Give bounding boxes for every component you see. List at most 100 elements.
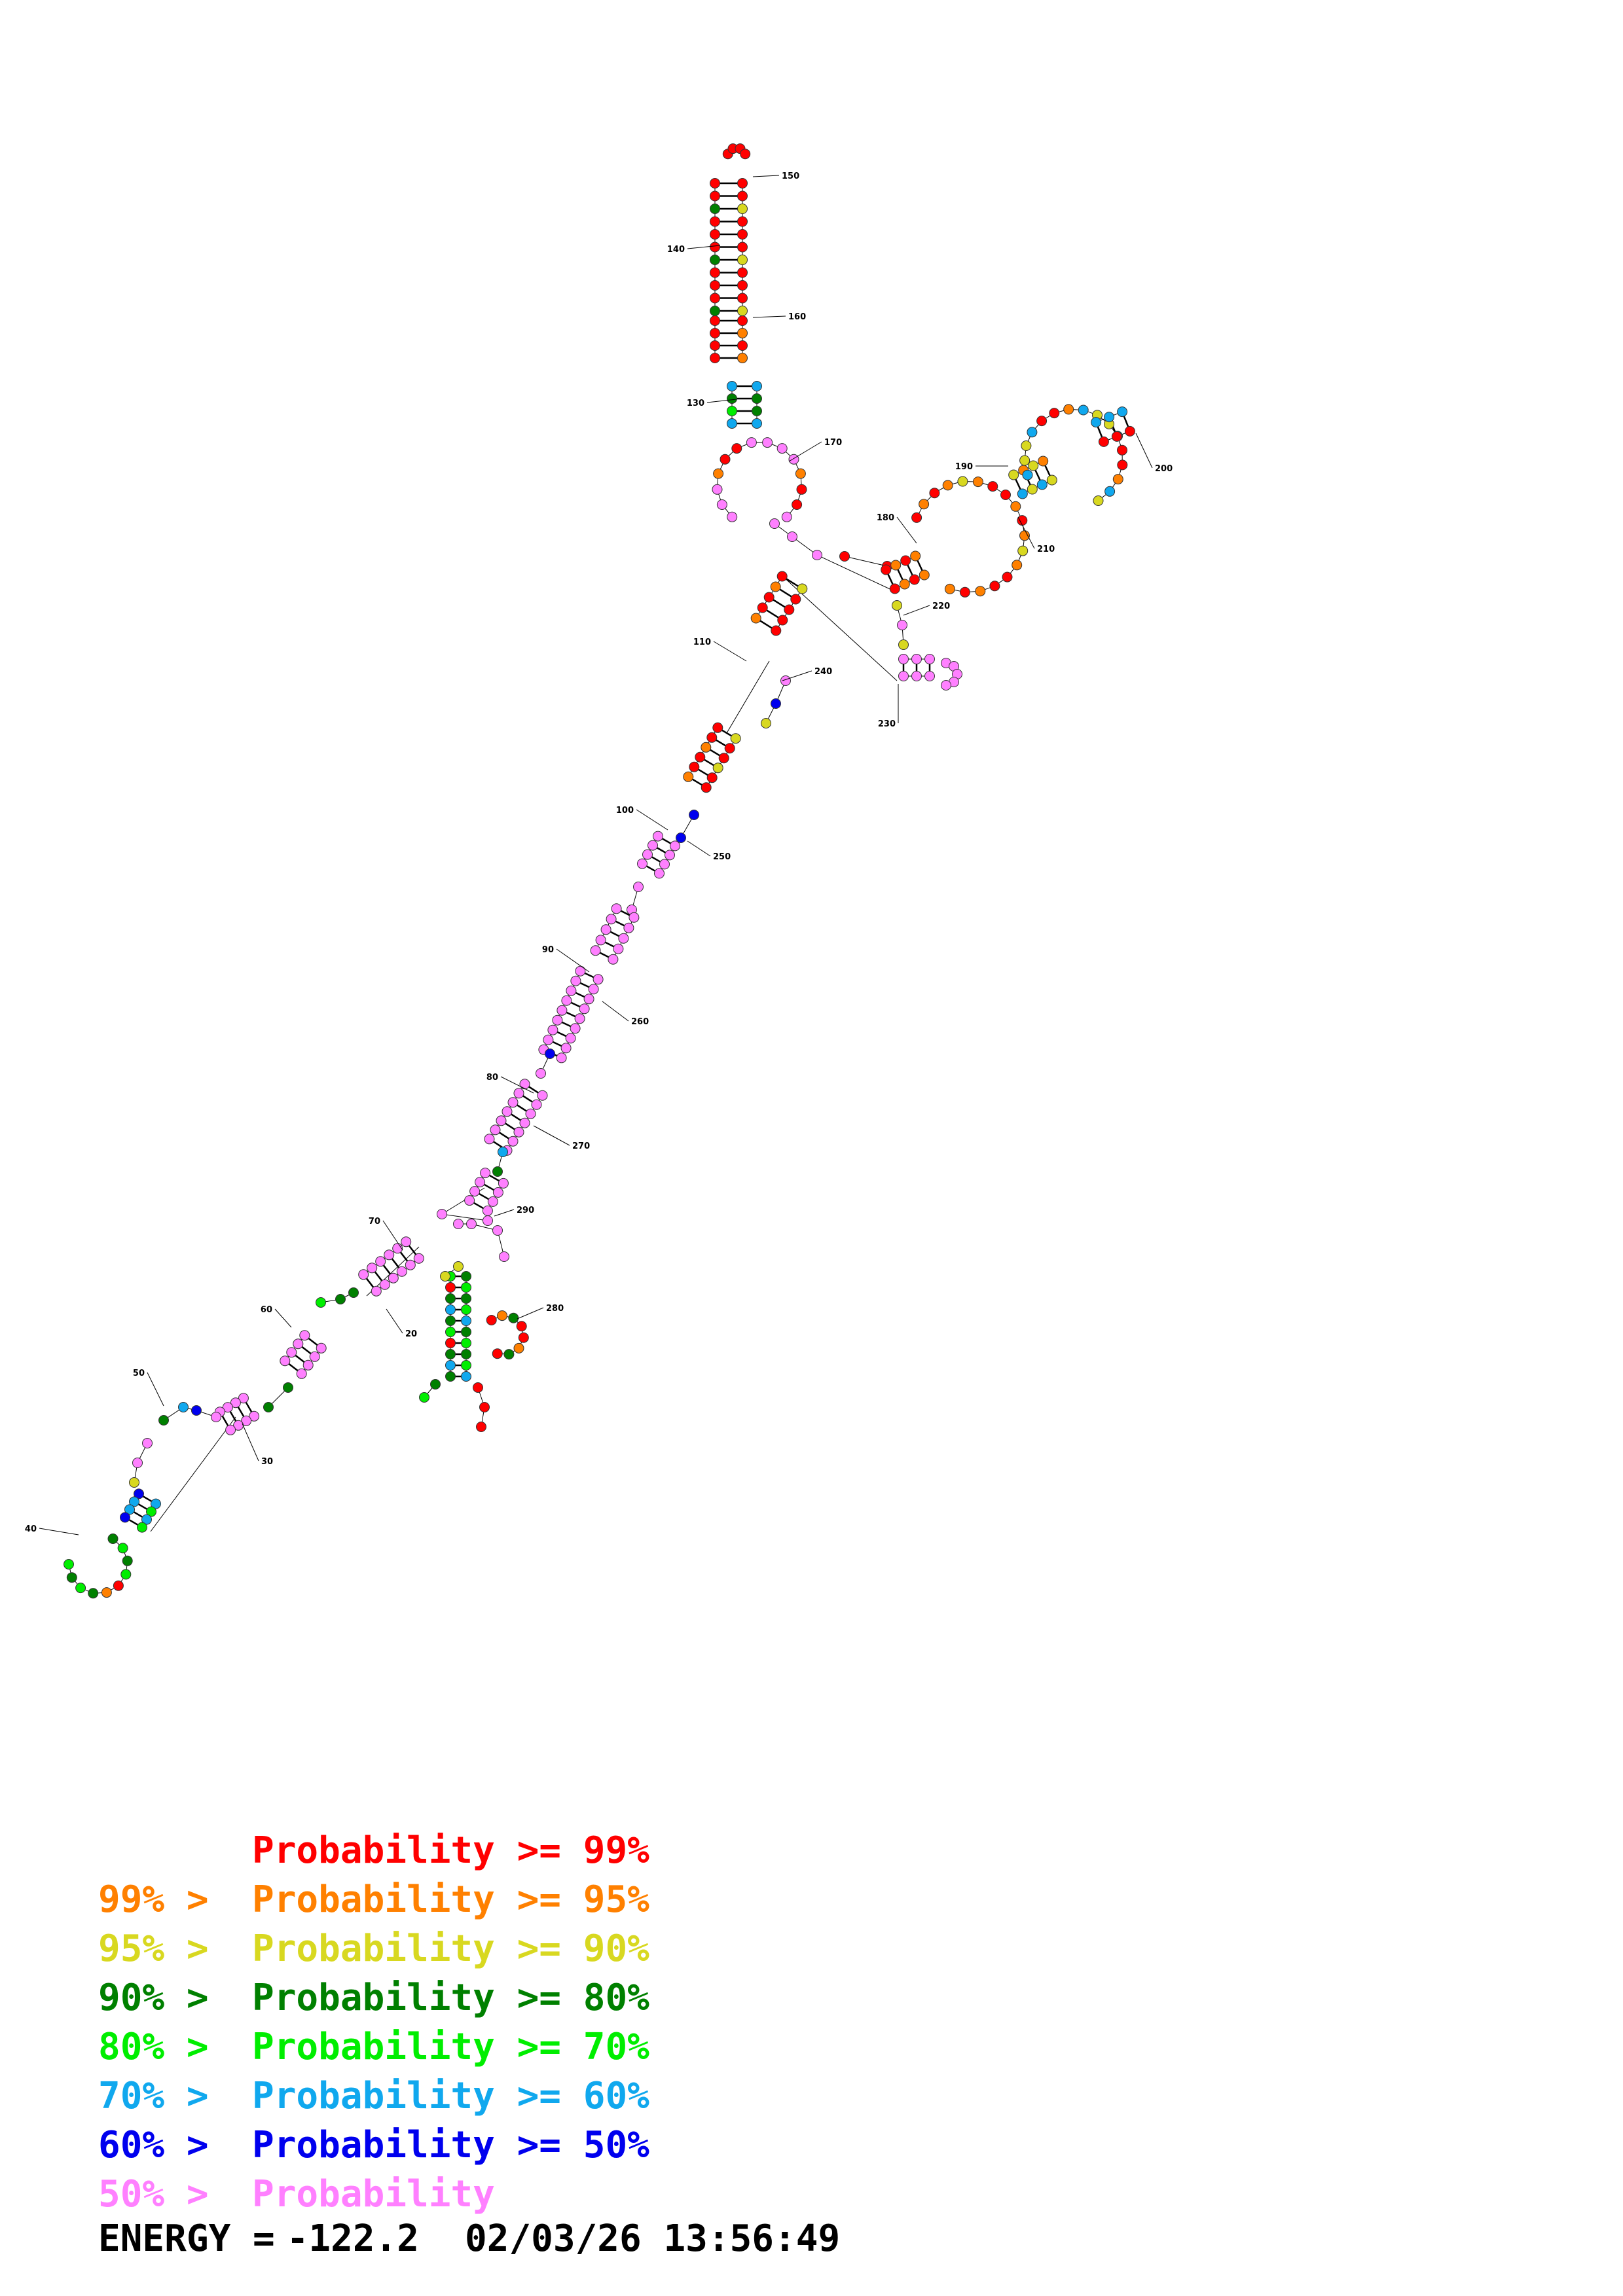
nucleotide <box>731 443 742 454</box>
nucleotide <box>633 882 644 892</box>
label-leader <box>39 1528 79 1535</box>
backbone-segment <box>150 1416 236 1532</box>
nucleotide-nodes <box>64 143 1135 1599</box>
nucleotide <box>124 1504 135 1515</box>
nucleotide <box>659 859 670 870</box>
nucleotide <box>1028 460 1039 471</box>
nucleotide <box>593 974 604 985</box>
nucleotide <box>763 592 775 603</box>
nucleotide <box>552 1014 563 1026</box>
nucleotide <box>761 718 771 728</box>
nucleotide <box>1104 486 1116 497</box>
nucleotide <box>547 1024 558 1035</box>
nucleotide <box>490 1124 501 1136</box>
nucleotide <box>797 583 808 594</box>
nucleotide <box>536 1068 546 1079</box>
nucleotide <box>367 1263 378 1274</box>
nucleotide <box>737 178 748 188</box>
nucleotide <box>570 975 581 986</box>
legend-prefix: 90% > <box>98 1977 209 2019</box>
label-leader <box>752 315 786 318</box>
nucleotide <box>710 280 720 291</box>
legend-prefix: 70% > <box>98 2075 209 2117</box>
nucleotide <box>710 242 720 253</box>
nucleotide <box>316 1297 326 1308</box>
nucleotide <box>461 1327 471 1337</box>
nucleotide <box>113 1580 124 1591</box>
nucleotide <box>608 954 619 965</box>
nucleotide <box>710 315 720 326</box>
nucleotide <box>1091 417 1102 428</box>
nucleotide <box>537 1090 548 1101</box>
probability-legend: Probability >= 99% 99% > Probability >= 95… <box>98 1826 1277 2219</box>
nucleotide <box>64 1559 74 1570</box>
nucleotide <box>1000 490 1011 500</box>
nucleotide <box>1063 404 1074 415</box>
nucleotide <box>959 586 970 598</box>
label-leader <box>274 1308 292 1328</box>
nucleotide <box>911 512 922 523</box>
nucleotide <box>737 353 748 363</box>
nucleotide <box>710 306 720 316</box>
nucleotide <box>476 1422 486 1432</box>
legend-text: Probability >= 90% <box>252 1928 649 1970</box>
nucleotide <box>929 488 940 499</box>
legend-prefix: 50% > <box>98 2173 209 2215</box>
nucleotide <box>771 625 782 636</box>
nucleotide <box>508 1312 519 1323</box>
nucleotide <box>839 551 850 562</box>
nucleotide <box>710 293 720 304</box>
nucleotide <box>516 1321 527 1332</box>
nucleotide <box>101 1587 112 1598</box>
nucleotide <box>795 468 806 479</box>
legend-row: 99% > Probability >= 95% <box>98 1875 1277 1924</box>
nucleotide <box>498 1147 508 1157</box>
position-label: 20 <box>405 1329 417 1339</box>
nucleotide <box>989 581 1000 592</box>
nucleotide <box>911 654 922 664</box>
nucleotide <box>129 1477 139 1488</box>
nucleotide <box>665 850 675 861</box>
nucleotide <box>302 1359 314 1371</box>
nucleotide <box>238 1393 249 1404</box>
nucleotide <box>890 560 902 571</box>
nucleotide <box>710 255 720 265</box>
nucleotide <box>924 654 935 664</box>
label-leader <box>903 605 930 616</box>
nucleotide <box>788 454 799 465</box>
backbone-segment <box>726 660 770 734</box>
nucleotide <box>561 995 572 1006</box>
nucleotide <box>461 1338 471 1348</box>
nucleotide <box>900 555 911 566</box>
nucleotide <box>942 480 953 491</box>
nucleotide <box>117 1543 128 1554</box>
nucleotide <box>618 933 629 944</box>
nucleotide <box>574 1013 585 1024</box>
nucleotide <box>348 1287 359 1298</box>
nucleotide <box>710 190 720 202</box>
nucleotide <box>445 1293 456 1304</box>
nucleotide <box>316 1342 327 1354</box>
nucleotide <box>1008 469 1019 480</box>
nucleotide <box>654 868 665 879</box>
nucleotide <box>670 840 680 852</box>
nucleotide <box>413 1253 424 1264</box>
nucleotide <box>1021 440 1032 451</box>
nucleotide <box>727 511 738 522</box>
nucleotide <box>241 1415 252 1426</box>
position-label: 280 <box>546 1304 564 1314</box>
nucleotide <box>972 476 983 488</box>
nucleotide <box>737 255 748 265</box>
nucleotide <box>75 1583 86 1594</box>
nucleotide <box>492 1166 503 1177</box>
nucleotide <box>653 831 663 842</box>
nucleotide <box>737 267 748 278</box>
nucleotide <box>710 229 720 240</box>
nucleotide <box>771 698 781 709</box>
nucleotide <box>158 1415 169 1426</box>
label-leader <box>500 1076 534 1094</box>
position-label: 170 <box>824 438 842 448</box>
nucleotide <box>590 945 601 956</box>
nucleotide <box>899 579 910 590</box>
nucleotide <box>296 1368 307 1379</box>
